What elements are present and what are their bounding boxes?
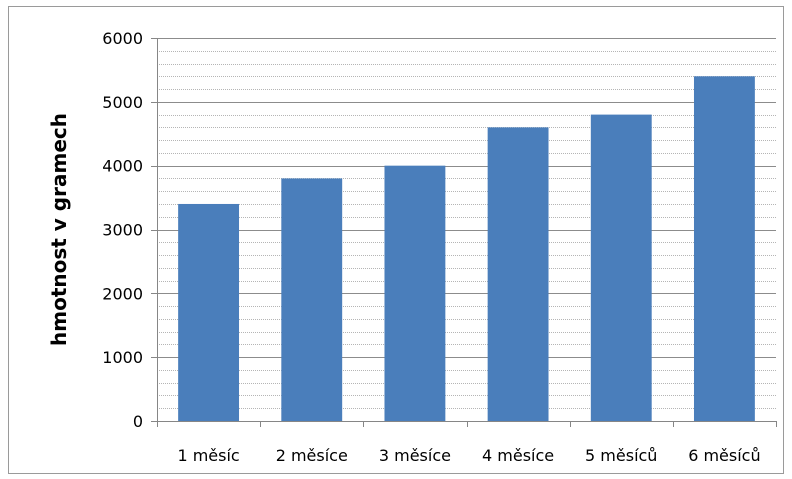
x-tick-label: 5 měsíců: [585, 446, 657, 465]
y-axis-label: hmotnost v gramech: [47, 113, 71, 346]
y-tick-label: 5000: [102, 93, 143, 112]
y-tick-labels: 0 1000 2000 3000 4000 5000 6000: [102, 29, 143, 431]
x-tick-label: 6 měsíců: [688, 446, 760, 465]
x-tick-label: 1 měsíc: [177, 446, 239, 465]
major-gridlines: [157, 38, 776, 358]
y-tick-label: 1000: [102, 348, 143, 367]
y-tick-label: 6000: [102, 29, 143, 48]
y-tick-label: 0: [133, 412, 143, 431]
bars: [178, 76, 755, 422]
bar: [590, 114, 652, 421]
bar: [487, 127, 549, 421]
axes: [151, 38, 777, 427]
x-tick-label: 4 měsíce: [482, 446, 554, 465]
bar: [693, 76, 755, 422]
bar: [178, 203, 240, 421]
y-tick-label: 3000: [102, 221, 143, 240]
x-tick-label: 3 měsíce: [379, 446, 451, 465]
y-tick-label: 2000: [102, 284, 143, 303]
bar: [384, 165, 446, 421]
x-tick-labels: 1 měsíc 2 měsíce 3 měsíce 4 měsíce 5 měsíců 6…: [177, 446, 760, 465]
x-tick-label: 2 měsíce: [276, 446, 348, 465]
y-tick-label: 4000: [102, 157, 143, 176]
bar: [281, 178, 343, 421]
